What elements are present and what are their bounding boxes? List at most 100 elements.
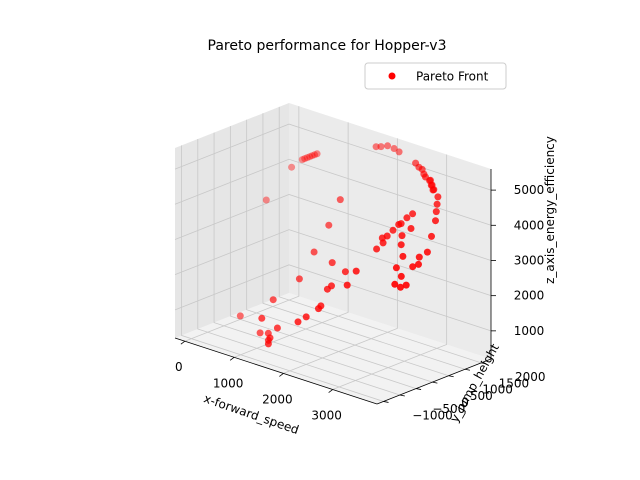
data-point	[328, 259, 336, 267]
data-point	[397, 241, 405, 249]
data-point	[383, 232, 391, 240]
data-points	[236, 142, 442, 348]
data-point	[422, 173, 429, 181]
data-point	[273, 324, 281, 332]
x-tick-mark	[180, 340, 186, 345]
data-point	[390, 145, 398, 152]
x-gridline	[233, 122, 349, 358]
y-tick-label: 2000	[515, 370, 546, 384]
chart-title: Pareto performance for Hopper-v3	[208, 38, 447, 54]
data-point	[415, 260, 422, 268]
z-tick-label: 1000	[514, 324, 545, 338]
data-point	[303, 154, 311, 162]
z-tick-label: 4000	[514, 218, 545, 232]
x-tick-label: 3000	[311, 409, 342, 423]
data-point	[403, 214, 411, 222]
data-point	[302, 313, 310, 321]
data-point	[409, 210, 417, 218]
y-tick-mark	[464, 368, 471, 371]
side-wall-pane	[175, 103, 289, 338]
data-point	[258, 314, 266, 322]
legend: Pareto Front	[364, 62, 507, 90]
data-point	[288, 163, 296, 171]
z-gridline	[174, 229, 492, 297]
x-gridline	[332, 154, 448, 390]
y-gridline	[262, 113, 466, 370]
data-point	[301, 155, 309, 163]
data-point	[372, 143, 380, 151]
y-tick-mark	[432, 381, 438, 384]
data-point	[310, 248, 318, 256]
y-gridline	[229, 126, 433, 383]
legend-marker	[388, 72, 396, 80]
data-point	[343, 281, 351, 289]
y-tick-mark	[399, 394, 405, 397]
legend-box	[364, 62, 507, 90]
data-point	[294, 318, 302, 326]
axis-lines	[174, 169, 492, 405]
y-gridline	[181, 145, 384, 402]
data-point	[391, 280, 399, 288]
data-point	[264, 340, 272, 348]
data-point	[352, 267, 360, 275]
x-tick-label: 2000	[262, 392, 293, 406]
y-axis-line	[376, 358, 492, 405]
data-point	[392, 264, 400, 272]
y-tick-mark	[448, 375, 454, 378]
data-point	[432, 217, 439, 225]
y-tick-label: 500	[470, 389, 493, 403]
y-gridline	[246, 119, 449, 377]
x-gridline	[283, 138, 398, 374]
data-point	[398, 232, 406, 240]
data-point	[409, 263, 417, 271]
data-point	[377, 143, 385, 151]
x-tick-mark	[279, 373, 284, 377]
y-tick-mark	[481, 362, 487, 365]
data-point	[236, 312, 244, 320]
data-point	[399, 252, 407, 260]
data-point	[397, 220, 405, 228]
x-axis-line	[174, 337, 378, 405]
data-point	[295, 275, 303, 283]
y-tick-label: 1500	[499, 376, 530, 390]
data-point	[323, 285, 331, 293]
x-tick-label: 0	[175, 360, 183, 374]
data-point	[433, 200, 441, 208]
y-tick-label: 1000	[482, 383, 513, 397]
data-point	[389, 226, 397, 234]
data-point	[256, 329, 264, 337]
z-gridline	[174, 264, 492, 332]
data-point	[266, 334, 274, 342]
legend-label: Pareto Front	[416, 70, 489, 84]
y-tick-mark	[416, 388, 422, 390]
data-point	[434, 193, 442, 201]
data-point	[395, 148, 403, 156]
gridlines	[174, 106, 492, 402]
data-point	[298, 156, 306, 164]
data-point	[373, 245, 381, 253]
x-tick-mark	[229, 356, 235, 361]
y-tick-label: −500	[432, 402, 465, 416]
y-gridline	[197, 139, 400, 396]
x-gridline	[184, 106, 300, 342]
y-gridline	[278, 106, 482, 364]
data-point	[407, 225, 415, 232]
z-axis-label: z_axis_energy_efficiency	[543, 136, 557, 284]
data-point	[336, 196, 344, 204]
data-point	[432, 208, 440, 216]
data-point	[262, 196, 270, 204]
data-point	[415, 253, 423, 261]
data-point	[325, 221, 333, 229]
z-gridline	[174, 158, 492, 226]
y-tick-label: 0	[461, 396, 469, 410]
data-point	[423, 248, 431, 256]
z-tick-label: 2000	[514, 289, 545, 303]
y-tick-mark	[383, 401, 389, 403]
data-point	[430, 186, 438, 194]
floor-pane	[175, 293, 491, 404]
z-tick-label: 3000	[514, 253, 545, 267]
data-point	[384, 142, 392, 150]
y-tick-label: −1000	[412, 408, 453, 422]
x-tick-mark	[328, 389, 333, 393]
